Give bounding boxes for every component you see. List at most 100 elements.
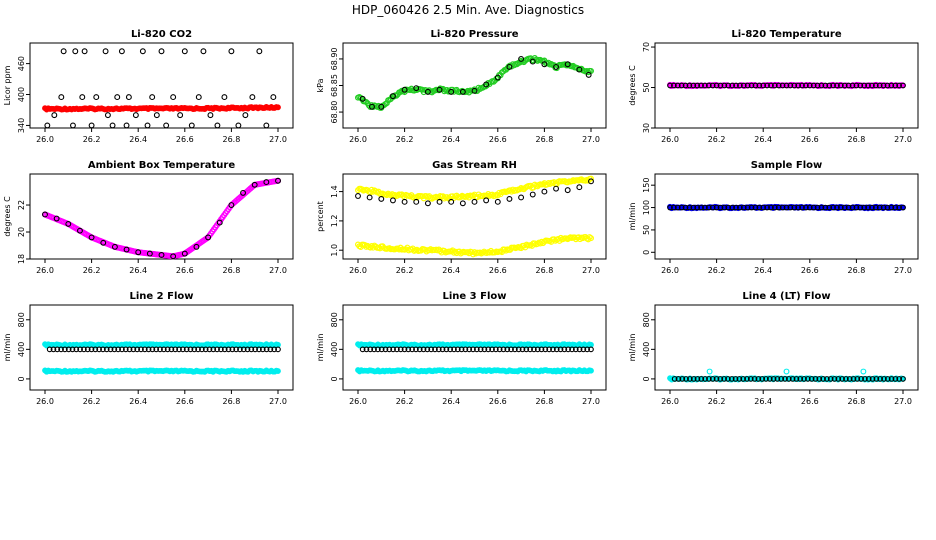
data-point — [857, 204, 864, 211]
data-point — [270, 94, 277, 101]
plot-frame — [342, 42, 607, 129]
data-point — [225, 346, 232, 353]
data-point — [667, 82, 673, 89]
data-point — [512, 346, 518, 353]
x-tick-label: 27.0 — [582, 266, 600, 275]
y-tick-label: 50 — [642, 225, 651, 235]
data-point — [451, 346, 457, 353]
data-point — [849, 204, 856, 211]
data-point — [471, 198, 478, 205]
data-point — [787, 82, 794, 89]
data-point — [77, 346, 83, 353]
data-point — [845, 82, 852, 89]
x-tick-label: 27.0 — [269, 397, 287, 406]
data-point — [214, 122, 221, 129]
data-point — [275, 104, 281, 111]
data-point — [256, 346, 262, 353]
data-point — [717, 82, 724, 89]
y-tick-label: 18 — [17, 254, 26, 264]
data-point — [892, 82, 899, 89]
data-point — [580, 346, 587, 353]
data-point — [233, 346, 239, 353]
data-point — [682, 82, 689, 89]
data-point — [531, 346, 537, 353]
data-point — [896, 82, 902, 89]
data-point — [538, 346, 545, 353]
data-point — [880, 204, 887, 211]
panel-6: Sample Flow 26.0 26.2 26.4 26.6 26.8 27.0 0 50 10… — [628, 160, 919, 275]
data-point — [812, 376, 819, 382]
data-point — [564, 187, 571, 194]
data-point — [448, 198, 455, 205]
data-point — [62, 346, 68, 353]
data-point — [694, 376, 701, 382]
y-tick-label: 800 — [642, 312, 651, 327]
data-point — [516, 186, 523, 193]
data-point — [900, 376, 906, 382]
data-point — [400, 192, 407, 199]
data-point — [107, 346, 114, 353]
x-tick-label: 26.2 — [708, 397, 726, 406]
data-point — [153, 346, 160, 353]
x-tick-label: 26.4 — [754, 397, 772, 406]
x-tick-label: 26.0 — [349, 266, 367, 275]
x-tick-label: 26.8 — [222, 397, 240, 406]
data-point — [760, 204, 767, 211]
data-point — [168, 346, 175, 353]
data-point — [557, 234, 564, 241]
y-tick-label: 800 — [330, 312, 339, 327]
y-tick-label: 800 — [17, 312, 26, 327]
data-point — [44, 122, 51, 129]
data-point — [401, 346, 408, 353]
data-point — [359, 95, 366, 102]
data-point — [229, 346, 236, 353]
data-point — [774, 376, 781, 382]
data-point — [793, 376, 800, 382]
data-point — [489, 346, 495, 353]
data-point — [679, 376, 686, 382]
y-tick-label: 68.90 — [330, 47, 339, 70]
panel-title: Li-820 Pressure — [430, 29, 518, 40]
data-point — [42, 211, 48, 218]
data-point — [70, 122, 76, 129]
data-point — [206, 346, 213, 353]
x-tick-label: 26.8 — [535, 135, 553, 144]
data-point — [782, 376, 788, 382]
data-point — [218, 346, 224, 353]
series-2 — [355, 367, 594, 375]
data-point — [690, 204, 697, 211]
y-tick-label: 150 — [642, 178, 651, 193]
y-tick-label: 68.85 — [330, 74, 339, 97]
data-point — [683, 376, 689, 382]
x-tick-label: 26.8 — [222, 135, 240, 144]
data-point — [674, 82, 681, 89]
x-tick-label: 26.4 — [129, 397, 147, 406]
data-point — [275, 346, 281, 353]
data-point — [588, 367, 594, 374]
data-point — [744, 376, 750, 382]
data-point — [755, 376, 762, 382]
data-point — [378, 103, 385, 110]
x-tick-label: 26.8 — [535, 266, 553, 275]
data-point — [587, 235, 594, 242]
data-point — [251, 181, 258, 188]
data-point — [92, 346, 99, 353]
data-point — [420, 346, 427, 353]
data-point — [698, 82, 704, 89]
x-tick-label: 26.4 — [129, 266, 147, 275]
data-point — [407, 87, 414, 94]
data-point — [826, 82, 833, 89]
data-point — [181, 48, 188, 55]
data-point — [60, 48, 67, 55]
data-point — [135, 249, 142, 256]
y-tick-label: 50 — [642, 82, 651, 92]
series-3 — [359, 346, 594, 353]
data-point — [183, 346, 190, 353]
data-point — [588, 346, 594, 353]
data-point — [443, 346, 450, 353]
data-point — [850, 376, 857, 382]
data-point — [149, 346, 156, 353]
data-point — [100, 346, 106, 353]
x-tick-label: 26.0 — [349, 135, 367, 144]
data-point — [527, 346, 533, 353]
